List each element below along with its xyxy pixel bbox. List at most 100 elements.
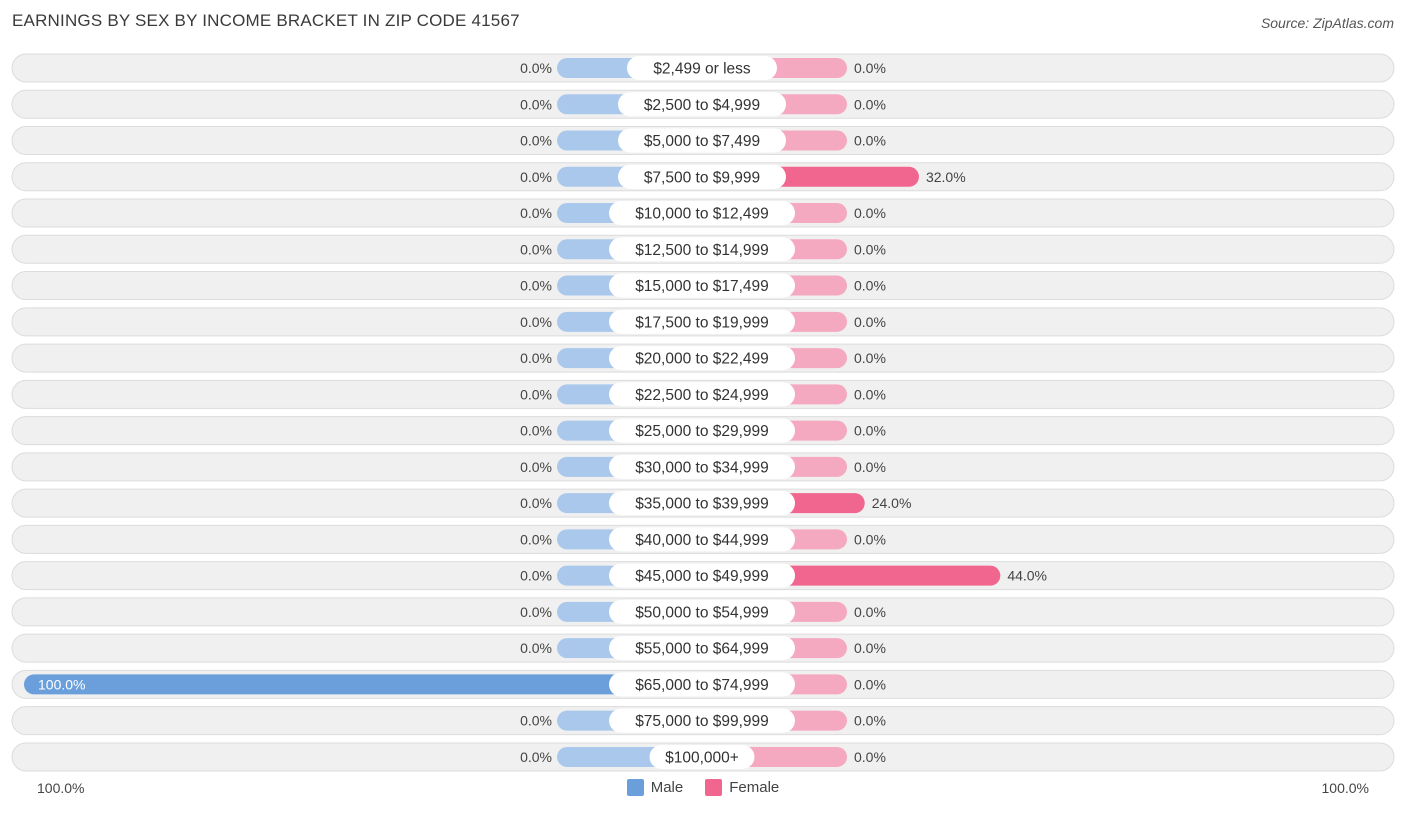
value-label-female: 0.0% — [854, 386, 886, 402]
chart-row: 0.0% 0.0% $17,500 to $19,999 — [11, 307, 1395, 337]
value-label-male: 0.0% — [520, 314, 552, 330]
category-label: $40,000 to $44,999 — [635, 532, 769, 549]
value-label-female: 0.0% — [854, 133, 886, 149]
category-pill — [618, 164, 786, 189]
legend: Male Female — [0, 779, 1406, 796]
category-pill — [609, 309, 795, 334]
chart-row: 0.0% 0.0% $10,000 to $12,499 — [11, 198, 1395, 228]
chart-row: 0.0% 0.0% $75,000 to $99,999 — [11, 706, 1395, 736]
value-label-male: 0.0% — [520, 713, 552, 729]
category-pill — [609, 563, 795, 588]
value-label-female: 0.0% — [854, 60, 886, 76]
category-label: $30,000 to $34,999 — [635, 459, 769, 476]
category-label: $22,500 to $24,999 — [635, 387, 769, 404]
category-label: $45,000 to $49,999 — [635, 568, 769, 585]
value-label-female: 0.0% — [854, 640, 886, 656]
legend-swatch-female — [705, 779, 723, 796]
chart-row: 0.0% 0.0% $100,000+ — [11, 742, 1395, 772]
bar-chart: 0.0% 0.0% $2,499 or less 0.0% 0.0% $2,500 to … — [11, 53, 1395, 772]
chart-row: 0.0% 24.0% $35,000 to $39,999 — [11, 488, 1395, 518]
category-label: $55,000 to $64,999 — [635, 641, 769, 658]
value-label-female: 0.0% — [854, 205, 886, 221]
bar-male — [24, 674, 702, 695]
category-label: $17,500 to $19,999 — [635, 314, 769, 331]
value-label-male: 0.0% — [520, 60, 552, 76]
category-pill — [627, 56, 777, 80]
chart-row: 100.0% 0.0% $65,000 to $74,999 — [11, 669, 1395, 699]
value-label-female: 0.0% — [854, 241, 886, 257]
value-label-male: 0.0% — [520, 531, 552, 547]
value-label-female: 32.0% — [926, 169, 966, 185]
value-label-female: 0.0% — [854, 749, 886, 765]
value-label-male: 0.0% — [520, 495, 552, 511]
chart-row: 0.0% 0.0% $50,000 to $54,999 — [11, 597, 1395, 627]
category-label: $25,000 to $29,999 — [635, 423, 769, 440]
category-label: $100,000+ — [665, 749, 739, 766]
chart-row: 0.0% 0.0% $5,000 to $7,499 — [11, 126, 1395, 156]
category-pill — [618, 92, 786, 117]
value-label-male: 0.0% — [520, 96, 552, 112]
category-pill — [609, 527, 795, 552]
source-label: Source: ZipAtlas.com — [1260, 15, 1394, 31]
category-label: $15,000 to $17,499 — [635, 278, 769, 295]
chart-row: 0.0% 0.0% $25,000 to $29,999 — [11, 416, 1395, 446]
value-label-female: 0.0% — [854, 459, 886, 475]
chart-row: 0.0% 44.0% $45,000 to $49,999 — [11, 561, 1395, 591]
value-label-female: 0.0% — [854, 350, 886, 366]
category-label: $20,000 to $22,499 — [635, 351, 769, 368]
value-label-male: 0.0% — [520, 459, 552, 475]
category-label: $2,499 or less — [653, 61, 751, 78]
category-pill — [609, 454, 795, 479]
value-label-female: 0.0% — [854, 604, 886, 620]
value-label-male: 0.0% — [520, 749, 552, 765]
value-label-male: 0.0% — [520, 169, 552, 185]
value-label-male: 0.0% — [520, 350, 552, 366]
value-label-male: 0.0% — [520, 423, 552, 439]
value-label-male: 0.0% — [520, 568, 552, 584]
value-label-male: 0.0% — [520, 640, 552, 656]
value-label-female: 0.0% — [854, 96, 886, 112]
legend-label-male: Male — [650, 779, 684, 796]
category-pill — [609, 599, 795, 624]
chart-row: 0.0% 0.0% $55,000 to $64,999 — [11, 633, 1395, 663]
category-pill — [649, 744, 755, 769]
value-label-male: 0.0% — [520, 386, 552, 402]
value-label-female: 0.0% — [854, 531, 886, 547]
chart-row: 0.0% 0.0% $20,000 to $22,499 — [11, 343, 1395, 373]
chart-title: EARNINGS BY SEX BY INCOME BRACKET IN ZIP… — [12, 11, 520, 30]
value-label-female: 0.0% — [854, 314, 886, 330]
category-label: $5,000 to $7,499 — [644, 133, 760, 150]
value-label-male: 0.0% — [520, 241, 552, 257]
legend-item-female: Female — [705, 779, 779, 796]
category-pill — [609, 201, 795, 226]
chart-row: 0.0% 0.0% $30,000 to $34,999 — [11, 452, 1395, 482]
category-pill — [609, 273, 795, 298]
value-label-male: 0.0% — [520, 278, 552, 294]
value-label-female: 0.0% — [854, 713, 886, 729]
category-label: $65,000 to $74,999 — [635, 677, 769, 694]
chart-row: 0.0% 0.0% $12,500 to $14,999 — [11, 234, 1395, 264]
value-label-male: 0.0% — [520, 604, 552, 620]
category-pill — [609, 346, 795, 371]
legend-item-male: Male — [626, 779, 684, 796]
value-label-female: 24.0% — [872, 495, 912, 511]
category-pill — [609, 491, 795, 516]
legend-swatch-male — [626, 779, 644, 796]
category-pill — [609, 672, 795, 697]
category-pill — [609, 237, 795, 262]
chart-row: 0.0% 0.0% $2,500 to $4,999 — [11, 89, 1395, 119]
category-label: $2,500 to $4,999 — [644, 97, 760, 114]
axis-left-label: 100.0% — [37, 780, 85, 796]
category-pill — [609, 382, 795, 407]
category-label: $75,000 to $99,999 — [635, 713, 769, 730]
value-label-male: 0.0% — [520, 133, 552, 149]
category-pill — [618, 128, 786, 153]
category-label: $50,000 to $54,999 — [635, 604, 769, 621]
value-label-female: 44.0% — [1007, 568, 1047, 584]
category-pill — [609, 636, 795, 661]
value-label-female: 0.0% — [854, 676, 886, 692]
value-label-female: 0.0% — [854, 278, 886, 294]
category-label: $7,500 to $9,999 — [644, 169, 760, 186]
category-pill — [609, 708, 795, 733]
category-label: $12,500 to $14,999 — [635, 242, 769, 259]
